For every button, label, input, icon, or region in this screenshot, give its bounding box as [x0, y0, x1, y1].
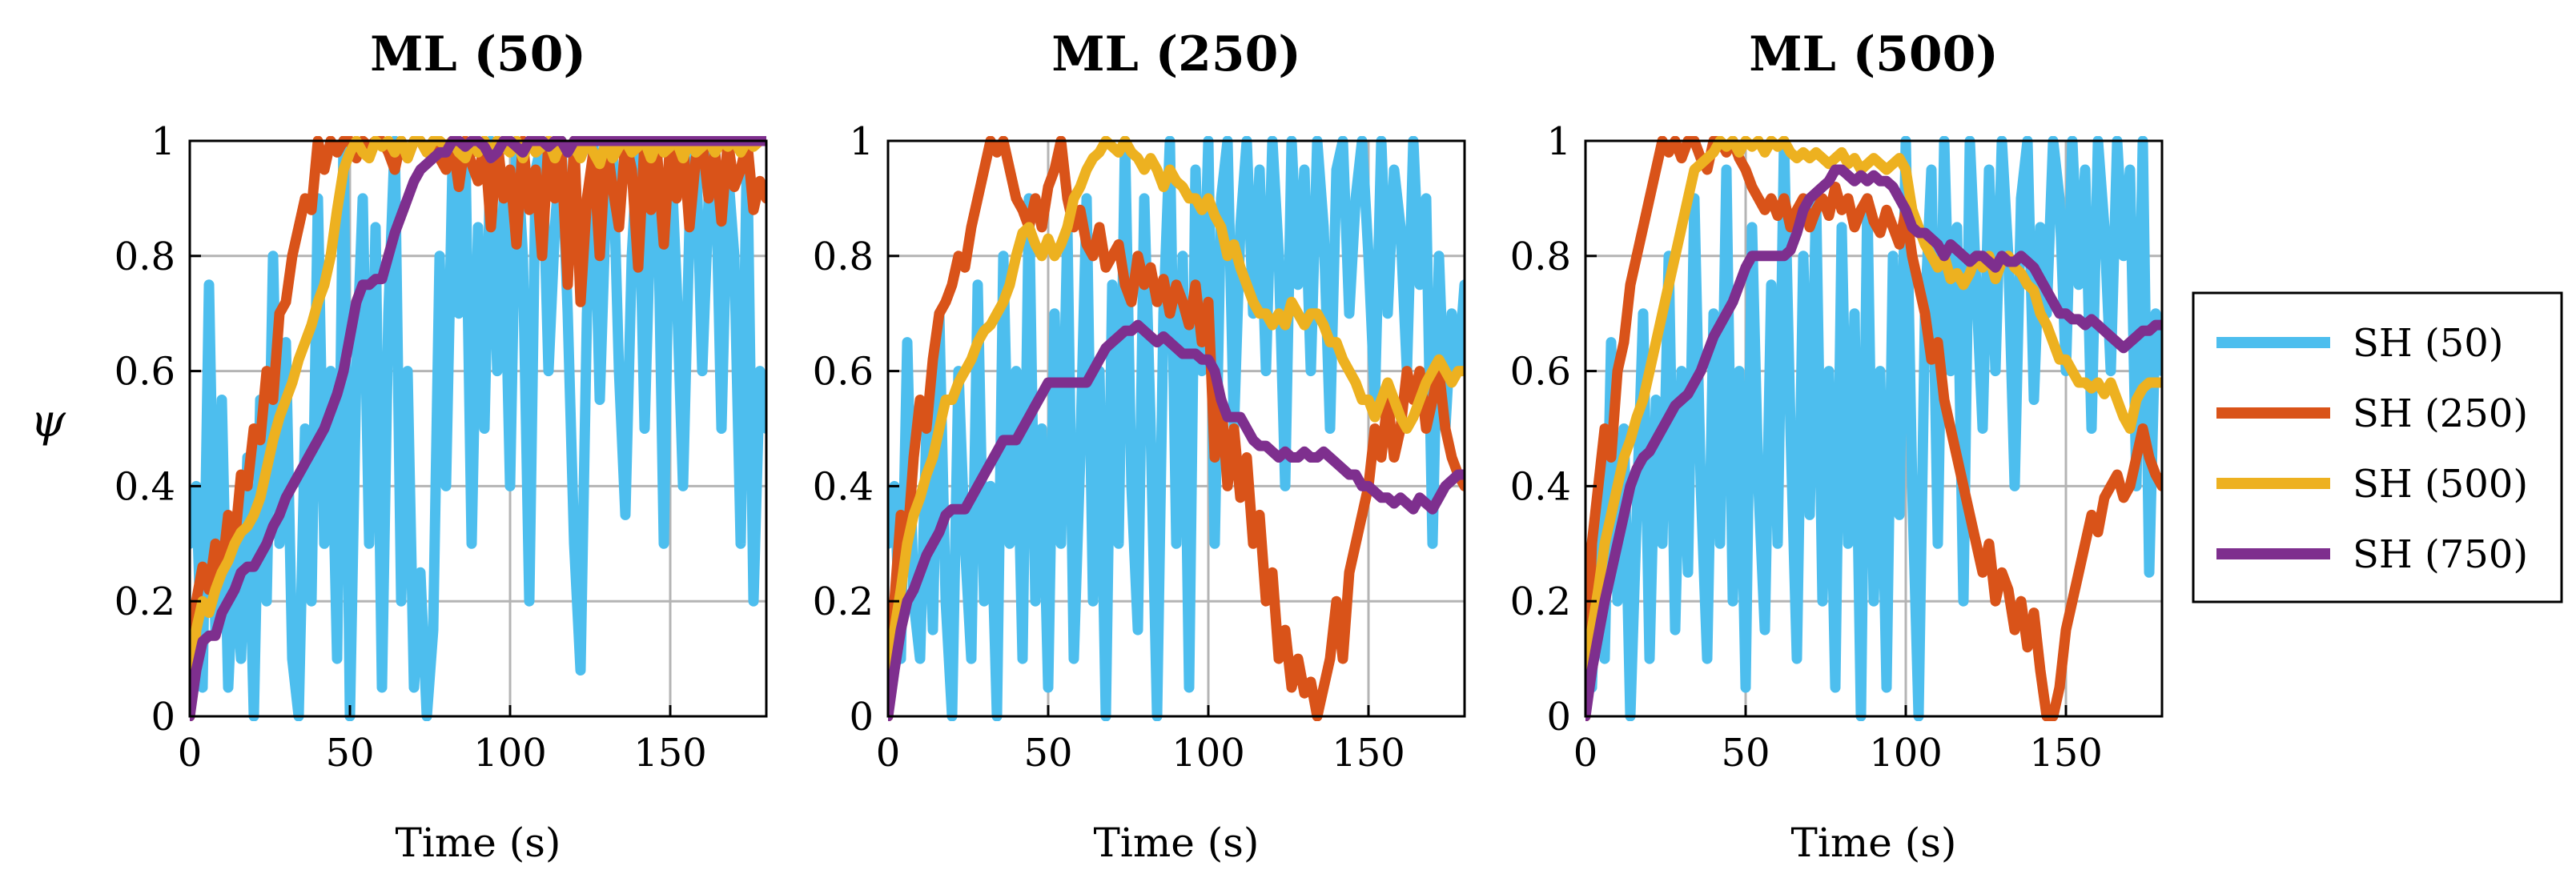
- panel-title: ML (250): [1051, 26, 1301, 82]
- y-tick-label: 0.4: [1510, 464, 1571, 509]
- series-group: [1585, 136, 2162, 721]
- series-line-sh-250: [1585, 136, 2162, 721]
- series-line-sh-500: [1585, 136, 2162, 721]
- x-tick-label: 150: [1332, 731, 1405, 776]
- y-tick-label: 0.6: [115, 350, 175, 395]
- legend-items: SH (50) SH (250) SH (500) SH (750): [2216, 321, 2528, 577]
- x-tick-label: 0: [876, 731, 901, 776]
- y-tick-label: 0.2: [1510, 579, 1571, 624]
- panel-2: ML (250) 0 50 100 150 0 0.2 0.4 0.6 0.8 1 Time (s): [813, 26, 1466, 866]
- series-line-sh-50: [1585, 136, 2162, 721]
- y-tick-label: 0.2: [115, 579, 175, 624]
- x-tick-label: 100: [1869, 731, 1943, 776]
- x-tick-label: 150: [633, 731, 707, 776]
- x-tick-label: 150: [2029, 731, 2103, 776]
- plot-frame: [1584, 139, 2164, 718]
- series-line-sh-750: [888, 319, 1465, 721]
- legend-label-sh-50: SH (50): [2353, 321, 2504, 366]
- x-tick-label: 100: [473, 731, 547, 776]
- y-tick-label: 1: [849, 119, 874, 164]
- y-tick-label: 0.4: [813, 464, 874, 509]
- series-line-sh-50: [888, 136, 1465, 721]
- x-tick-label: 0: [178, 731, 203, 776]
- plot-frame: [188, 139, 768, 718]
- legend: SH (50) SH (250) SH (500) SH (750): [2192, 291, 2563, 603]
- x-tick-label: 50: [1721, 731, 1770, 776]
- x-tick-label: 50: [325, 731, 374, 776]
- y-axis-label: ψ: [30, 395, 66, 447]
- panel-title: ML (500): [1749, 26, 1999, 82]
- panel-1: ML (50) 0 50 100 150 0 0.2 0.4 0.6 0.8 1 Time (s): [115, 26, 768, 866]
- y-tick-label: 0.6: [813, 350, 874, 395]
- y-tick-label: 0.8: [115, 235, 175, 279]
- y-tick-label: 1: [151, 119, 175, 164]
- series-line-sh-500: [888, 136, 1465, 721]
- y-tick-label: 0: [1546, 695, 1571, 740]
- x-tick-label: 50: [1023, 731, 1072, 776]
- x-tick-label: 100: [1171, 731, 1245, 776]
- y-tick-label: 0: [151, 695, 175, 740]
- y-tick-label: 0: [849, 695, 874, 740]
- series-group: [888, 136, 1465, 721]
- x-axis-label: Time (s): [1094, 820, 1260, 866]
- series-line-sh-750: [1585, 164, 2162, 721]
- y-tick-label: 1: [1546, 119, 1571, 164]
- y-tick-label: 0.2: [813, 579, 874, 624]
- x-axis-label: Time (s): [1791, 820, 1957, 866]
- y-tick-label: 0.8: [813, 235, 874, 279]
- series-line-sh-500: [190, 136, 766, 721]
- y-tick-label: 0.8: [1510, 235, 1571, 279]
- y-tick-label: 0.4: [115, 464, 175, 509]
- series-group: [190, 136, 766, 721]
- legend-label-sh-250: SH (250): [2353, 391, 2528, 436]
- plot-frame: [886, 139, 1466, 718]
- panel-3: ML (500) 0 50 100 150 0 0.2 0.4 0.6 0.8 1 Time (s): [1510, 26, 2164, 866]
- panel-title: ML (50): [370, 26, 586, 82]
- legend-label-sh-750: SH (750): [2353, 532, 2528, 577]
- x-tick-label: 0: [1573, 731, 1598, 776]
- x-axis-label: Time (s): [396, 820, 561, 866]
- legend-label-sh-500: SH (500): [2353, 462, 2528, 507]
- y-tick-label: 0.6: [1510, 350, 1571, 395]
